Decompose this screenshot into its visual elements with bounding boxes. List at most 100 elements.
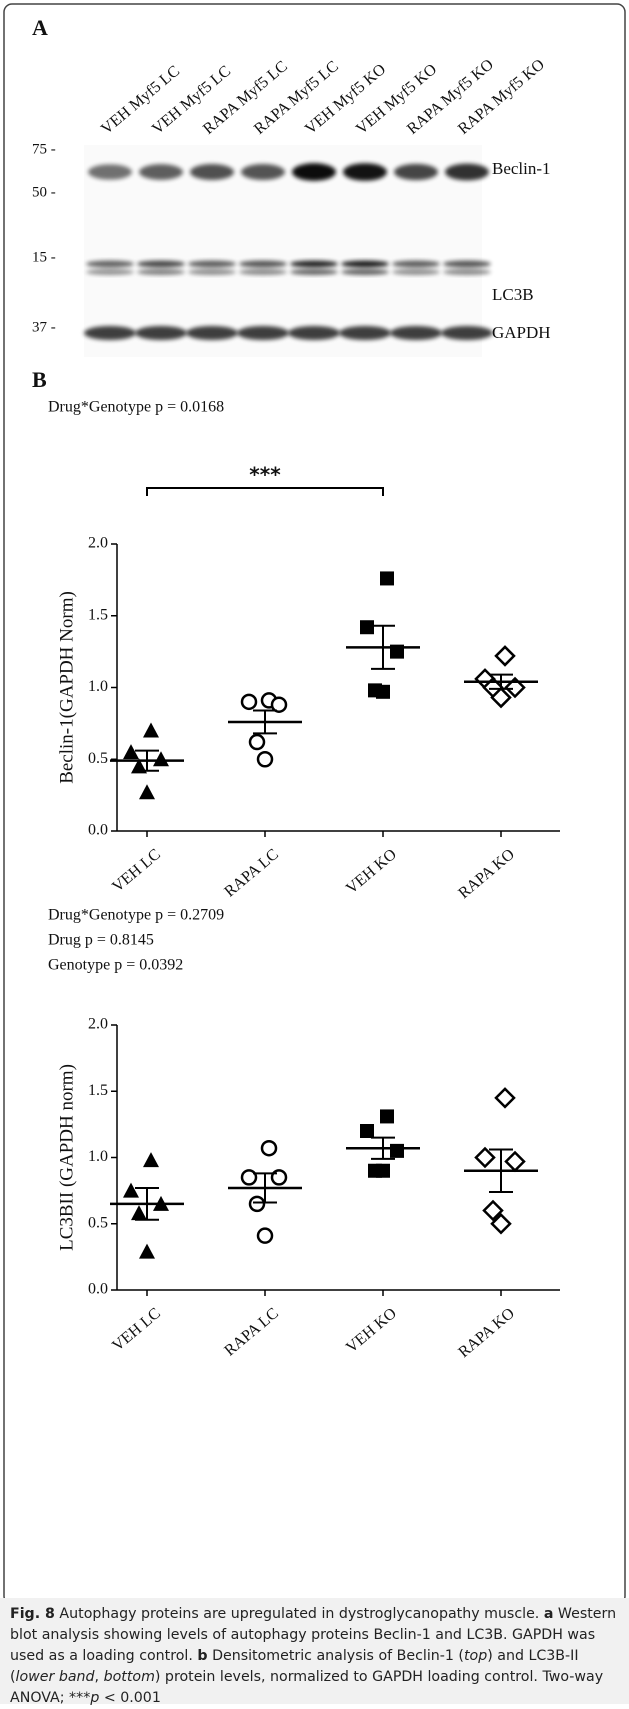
data-point (506, 1152, 524, 1170)
blot-band (190, 164, 234, 180)
blot-band (390, 326, 442, 340)
blot-band (137, 261, 185, 268)
blot-band (445, 164, 489, 181)
data-point (496, 1089, 514, 1107)
blot-band (339, 326, 391, 340)
blot-band (443, 269, 491, 275)
blot-band (343, 163, 387, 181)
data-point (360, 620, 374, 634)
protein-label: LC3B (492, 285, 534, 304)
stat-annotation: Drug*Genotype p = 0.0168 (48, 399, 224, 416)
data-point (380, 571, 394, 585)
caption-text: Densitometric analysis of Beclin-1 ( (208, 1648, 464, 1664)
blot-band (288, 326, 340, 340)
caption-text: Autophagy proteins are upregulated in dy… (55, 1606, 544, 1622)
size-marker: 37 - (32, 319, 56, 335)
caption-text: a (544, 1606, 554, 1622)
data-point (153, 751, 169, 766)
protein-label: GAPDH (492, 323, 551, 342)
blot-band (137, 269, 185, 275)
data-point (242, 695, 256, 709)
x-tick-label: VEH LC (109, 846, 164, 896)
significance-bracket (147, 488, 383, 496)
x-tick-label: VEH KO (343, 846, 400, 898)
blot-band (188, 261, 236, 268)
size-marker: 50 - (32, 184, 56, 200)
caption-text: bottom (104, 1669, 155, 1685)
caption-text: Fig. 8 (10, 1606, 55, 1622)
blot-band (443, 261, 491, 268)
stat-annotation: Genotype p = 0.0392 (48, 957, 183, 974)
blot-band (241, 164, 285, 180)
blot-band (341, 269, 389, 275)
blot-band (139, 164, 183, 180)
blot-band (86, 269, 134, 275)
x-tick-label: RAPA LC (221, 846, 282, 901)
y-axis-label: Beclin-1(GAPDH Norm) (56, 591, 77, 784)
y-tick-label: 0.5 (88, 1214, 108, 1231)
blot-band (290, 261, 338, 268)
y-tick-label: 1.5 (88, 1082, 108, 1099)
stat-annotation: Drug p = 0.8145 (48, 932, 154, 949)
x-tick-label: RAPA KO (455, 846, 518, 902)
data-point (376, 685, 390, 699)
data-point (250, 735, 264, 749)
data-point (376, 1164, 390, 1178)
data-point (123, 1183, 139, 1198)
y-tick-label: 0.5 (88, 750, 108, 767)
data-point (390, 1144, 404, 1158)
data-point (360, 1124, 374, 1138)
significance-label: *** (249, 463, 281, 487)
y-tick-label: 2.0 (88, 1016, 108, 1033)
y-tick-label: 1.5 (88, 606, 108, 623)
blot-band (441, 326, 493, 340)
blot-band (290, 269, 338, 275)
blot-band (239, 261, 287, 268)
panel-label: B (32, 367, 47, 392)
size-marker: 75 - (32, 141, 56, 157)
y-tick-label: 1.0 (88, 678, 108, 695)
blot-band (84, 326, 136, 340)
size-marker: 15 - (32, 249, 56, 265)
data-point (476, 1149, 494, 1167)
y-tick-label: 1.0 (88, 1148, 108, 1165)
blot-band (292, 163, 336, 181)
blot-band (394, 164, 438, 180)
data-point (139, 784, 155, 799)
blot-band (86, 261, 134, 268)
blot-band (239, 269, 287, 275)
data-point (143, 723, 159, 738)
x-tick-label: RAPA KO (455, 1305, 518, 1361)
data-point (250, 1197, 264, 1211)
stat-annotation: Drug*Genotype p = 0.2709 (48, 907, 224, 924)
lane-label: RAPA Myf5 KO (455, 56, 548, 138)
page: {"panel_a": {"label": "A", "lanes": ["VE… (0, 0, 629, 1704)
caption-text: , (95, 1669, 104, 1685)
data-point (262, 1141, 276, 1155)
x-tick-label: VEH LC (109, 1305, 164, 1355)
y-tick-label: 2.0 (88, 535, 108, 552)
caption-text: b (197, 1648, 207, 1664)
protein-label: Beclin-1 (492, 159, 551, 178)
caption-text: top (464, 1648, 487, 1664)
y-tick-label: 0.0 (88, 1281, 108, 1298)
blot-band (88, 164, 132, 179)
lane-label: RAPA Myf5 KO (404, 56, 497, 138)
blot-band (135, 326, 187, 340)
blot-band (392, 261, 440, 268)
data-point (258, 1229, 272, 1243)
panel-label: A (32, 15, 48, 40)
data-point (131, 1205, 147, 1220)
data-point (143, 1152, 159, 1167)
y-axis-label: LC3BII (GAPDH norm) (56, 1064, 77, 1251)
data-point (380, 1109, 394, 1123)
x-tick-label: RAPA LC (221, 1305, 282, 1360)
data-point (139, 1244, 155, 1259)
y-tick-label: 0.0 (88, 822, 108, 839)
caption-text: lower band (16, 1669, 95, 1685)
x-tick-label: VEH KO (343, 1305, 400, 1357)
blot-band (186, 326, 238, 340)
blot-band (237, 326, 289, 340)
blot-band (188, 269, 236, 275)
